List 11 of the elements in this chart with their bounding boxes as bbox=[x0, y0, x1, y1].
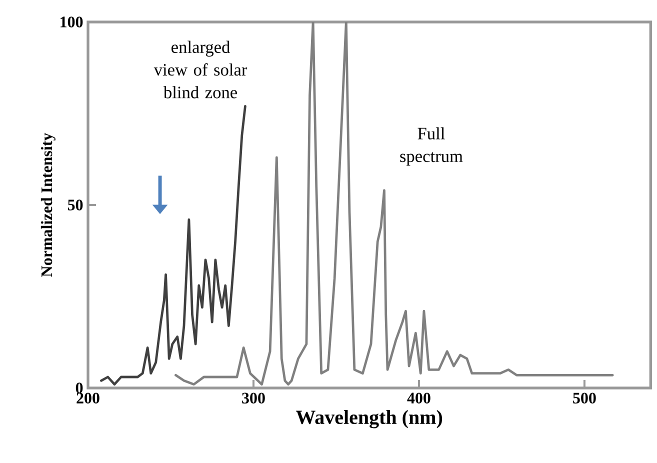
series-label: Full spectrum bbox=[400, 127, 463, 166]
y-tick-label: 50 bbox=[68, 200, 83, 210]
x-tick-label: 500 bbox=[573, 392, 596, 404]
y-tick-label: 100 bbox=[60, 16, 83, 28]
series-label: enlarged view of solar blind zone bbox=[154, 40, 248, 98]
x-axis-title: Wavelength (nm) bbox=[296, 410, 442, 428]
x-tick-label: 400 bbox=[407, 392, 430, 404]
y-tick-label: 0 bbox=[76, 382, 83, 394]
x-tick-label: 200 bbox=[76, 392, 100, 404]
x-tick-label: 300 bbox=[242, 392, 265, 404]
y-axis-title: Normalized Intensity bbox=[40, 132, 56, 277]
